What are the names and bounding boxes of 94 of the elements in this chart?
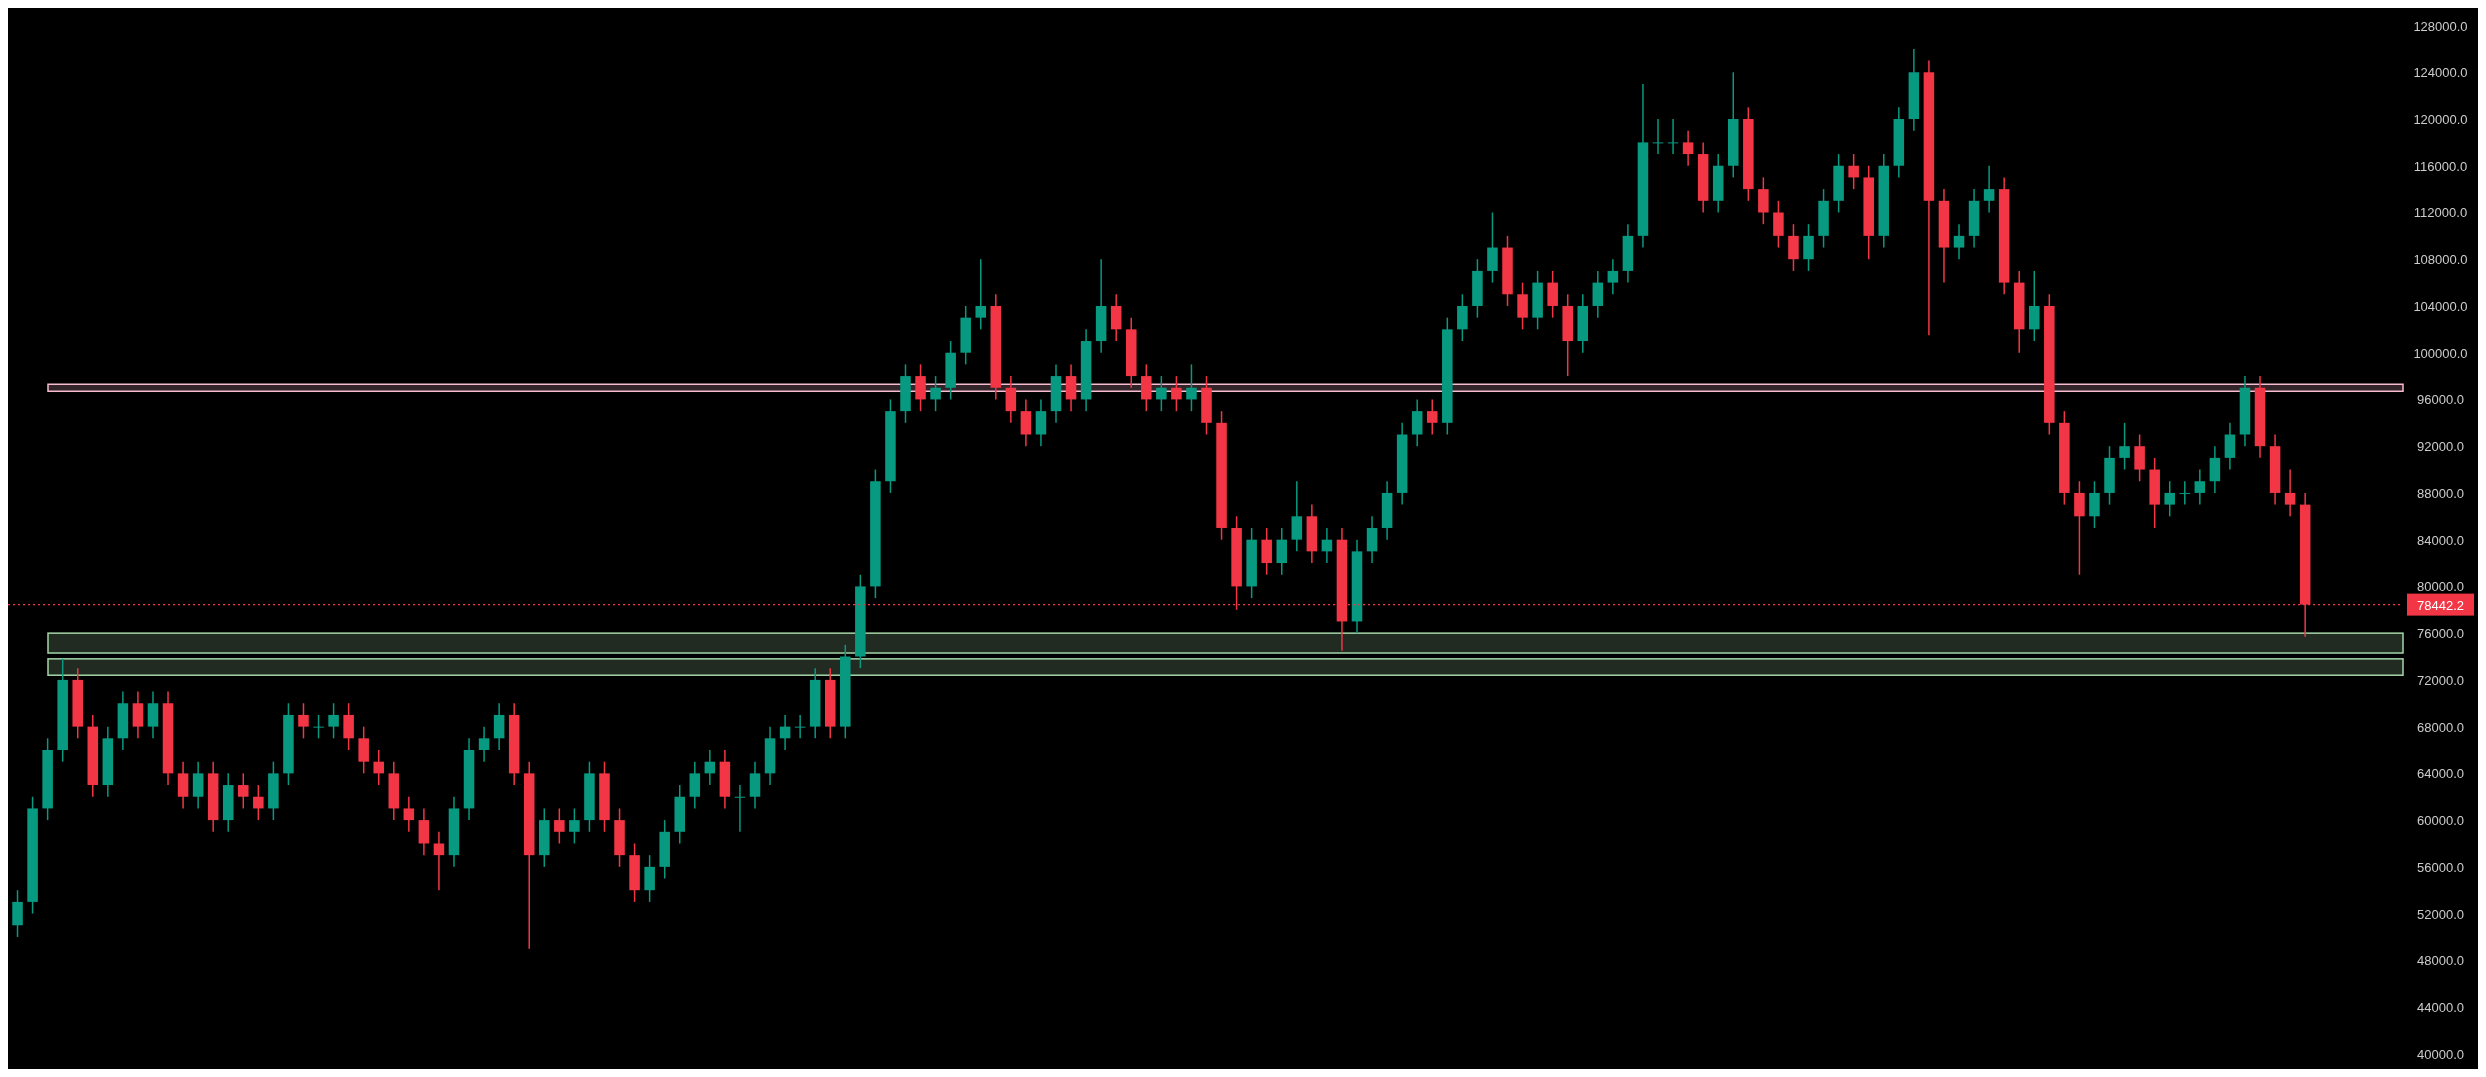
candlestick — [1592, 270, 1604, 319]
candlestick — [313, 714, 324, 740]
candlestick — [2209, 445, 2221, 494]
candlestick — [1065, 363, 1077, 412]
candlestick — [1803, 223, 1814, 272]
candlestick — [1261, 527, 1272, 576]
y-tick-label: 104000.0 — [2413, 298, 2468, 314]
y-tick-label: 56000.0 — [2417, 859, 2464, 875]
candlestick — [1848, 153, 1859, 190]
candlestick — [915, 363, 926, 412]
candlestick — [12, 889, 23, 938]
candlestick — [644, 854, 655, 903]
candlestick — [1186, 363, 1197, 412]
candlestick — [343, 702, 354, 751]
candlestick — [569, 807, 580, 845]
candlestick — [1983, 165, 1995, 214]
candlestick — [2089, 480, 2100, 529]
candlestick — [1171, 375, 1182, 412]
y-tick-label: 108000.0 — [2413, 252, 2468, 268]
candlestick — [689, 760, 701, 810]
y-tick-label: 60000.0 — [2417, 813, 2464, 829]
y-tick-label: 84000.0 — [2417, 532, 2464, 548]
candlestick — [192, 760, 204, 810]
candlestick — [358, 725, 369, 775]
candlestick — [1005, 375, 1017, 424]
candlestick — [1953, 223, 1965, 260]
candlestick — [1547, 270, 1558, 319]
candlestick — [418, 807, 430, 856]
candlestick — [794, 714, 806, 740]
candlestick — [2164, 480, 2175, 518]
candlestick — [2284, 468, 2296, 518]
ref-line-label: 78442.2 — [2417, 597, 2464, 613]
y-tick-label: 44000.0 — [2417, 1000, 2464, 1016]
candlestick — [433, 831, 445, 891]
y-tick-label: 120000.0 — [2413, 112, 2468, 128]
candlestick — [493, 702, 505, 751]
y-tick-label: 112000.0 — [2413, 205, 2468, 221]
candlestick — [1156, 375, 1167, 412]
candlestick — [734, 784, 746, 833]
candlestick — [1426, 398, 1438, 436]
candlestick — [132, 690, 144, 740]
y-tick-label: 88000.0 — [2417, 485, 2464, 501]
y-tick-label: 48000.0 — [2417, 953, 2464, 969]
candlestick — [749, 760, 761, 810]
candlestick — [975, 258, 987, 331]
candlestick — [328, 702, 339, 740]
candlestick — [373, 749, 384, 786]
candlestick — [2029, 270, 2040, 342]
candlestick — [1291, 480, 1303, 553]
candlestick — [1652, 118, 1664, 155]
candlestick — [2224, 422, 2236, 471]
candlestick — [930, 375, 941, 412]
candlestick — [1035, 398, 1047, 447]
candlestick — [253, 784, 264, 821]
y-tick-label: 92000.0 — [2417, 439, 2464, 455]
y-tick-label: 96000.0 — [2417, 392, 2464, 408]
candlestick — [147, 690, 159, 740]
candlestick — [478, 725, 490, 763]
candlestick — [1667, 118, 1679, 155]
y-tick-label: 68000.0 — [2417, 719, 2464, 735]
candlestick — [2074, 480, 2085, 576]
y-tick-label: 76000.0 — [2417, 626, 2464, 642]
candlestick — [1758, 176, 1769, 225]
candlestick — [1110, 293, 1122, 342]
candlestick — [2119, 422, 2130, 471]
candlestick — [1517, 281, 1528, 331]
candlestick — [1682, 129, 1694, 167]
y-tick-label: 52000.0 — [2417, 906, 2464, 922]
y-tick-label: 64000.0 — [2417, 766, 2464, 782]
y-tick-label: 128000.0 — [2413, 18, 2468, 34]
candlestick — [554, 807, 565, 845]
candlestick — [1773, 200, 1784, 249]
candlestick — [1411, 398, 1423, 447]
candlestick — [238, 772, 249, 810]
y-tick-label: 72000.0 — [2417, 672, 2464, 688]
candlestick — [1020, 398, 1032, 447]
candlestick — [1141, 363, 1152, 412]
candlestick — [2134, 433, 2145, 482]
y-tick-label: 80000.0 — [2417, 579, 2464, 595]
y-tick-label: 100000.0 — [2413, 345, 2468, 361]
y-tick-label: 124000.0 — [2413, 65, 2468, 81]
candlestick — [1276, 527, 1288, 576]
y-tick-label: 116000.0 — [2413, 158, 2468, 174]
candlestick — [1487, 211, 1498, 284]
y-tick-label: 40000.0 — [2417, 1046, 2464, 1062]
candlestick — [1788, 223, 1799, 272]
candlestick — [403, 795, 415, 833]
candlestick — [2179, 480, 2191, 506]
candlestick — [298, 702, 309, 740]
candlestick — [1607, 258, 1619, 296]
candlestick — [2194, 468, 2206, 506]
candlestick — [1457, 293, 1468, 342]
candlestick — [177, 760, 189, 810]
candlestick — [1366, 515, 1378, 564]
